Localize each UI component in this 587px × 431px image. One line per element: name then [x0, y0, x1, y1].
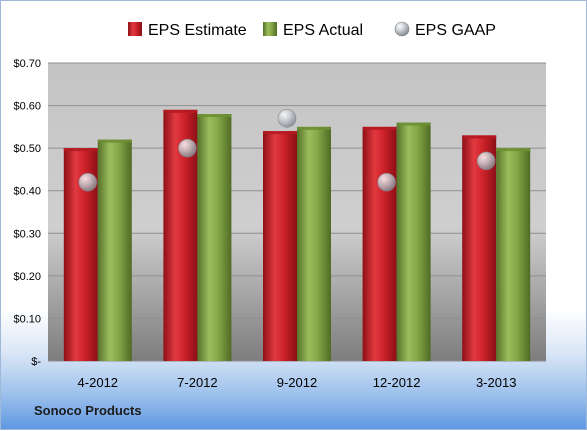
eps-actual-bar-cap [297, 126, 331, 130]
eps-gaap-marker [277, 109, 297, 128]
estimate-legend-swatch [128, 22, 142, 36]
eps-actual-bar [396, 122, 431, 361]
y-tick-label: $0.70 [13, 58, 41, 70]
eps-actual-bar [496, 148, 531, 361]
eps-estimate-bar [362, 126, 397, 361]
eps-estimate-bar-cap [263, 131, 297, 135]
eps-actual-bar-cap [97, 139, 132, 143]
y-tick-label: $0.30 [13, 228, 41, 240]
y-tick-label: $- [31, 356, 41, 368]
gaap-legend-swatch [394, 21, 410, 37]
y-tick-label: $0.50 [13, 143, 41, 155]
eps-estimate-bar [462, 135, 497, 361]
legend-label: EPS GAAP [415, 22, 496, 39]
eps-actual-bar [297, 126, 331, 361]
eps-actual-bar [97, 139, 132, 361]
y-tick-label: $0.40 [13, 186, 41, 198]
eps-gaap-marker [476, 151, 496, 171]
y-tick-label: $0.10 [13, 313, 41, 325]
y-tick-label: $0.60 [13, 101, 41, 113]
eps-actual-bar-cap [496, 148, 531, 152]
eps-gaap-marker [178, 138, 197, 158]
x-category-label: 4-2012 [78, 375, 118, 390]
legend-label: EPS Actual [283, 22, 363, 39]
x-category-label: 7-2012 [177, 375, 217, 390]
eps-estimate-bar [263, 131, 297, 361]
x-category-label: 12-2012 [373, 375, 421, 390]
y-tick-label: $0.20 [13, 271, 41, 283]
eps-estimate-bar-cap [462, 135, 497, 139]
eps-actual-bar-cap [197, 114, 232, 118]
company-name: Sonoco Products [34, 403, 142, 418]
legend-label: EPS Estimate [148, 22, 247, 39]
eps-actual-bar-cap [396, 122, 431, 126]
x-category-label: 3-2013 [476, 375, 516, 390]
eps-estimate-bar-cap [63, 148, 98, 152]
eps-estimate-bar-cap [362, 126, 397, 130]
x-category-label: 9-2012 [277, 375, 317, 390]
actual-legend-swatch [263, 22, 277, 36]
eps-gaap-marker [377, 172, 396, 192]
eps-actual-bar [197, 114, 232, 361]
eps-gaap-marker [78, 172, 98, 192]
eps-estimate-bar-cap [163, 109, 198, 113]
